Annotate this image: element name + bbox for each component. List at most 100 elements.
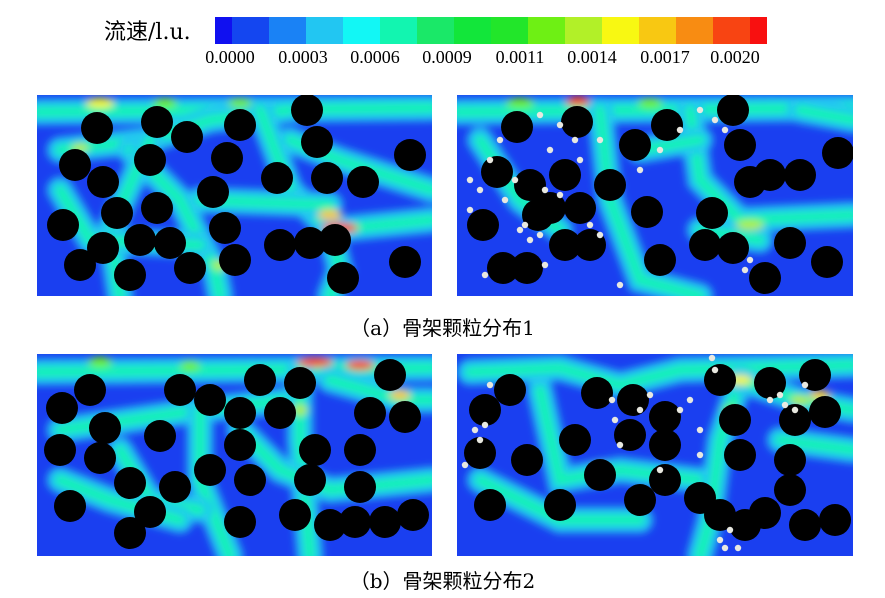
skeleton-particle — [559, 424, 591, 456]
colorbar-band — [215, 17, 232, 44]
skeleton-particle — [224, 397, 256, 429]
flow-core — [595, 105, 705, 296]
skeleton-particle — [397, 499, 429, 531]
fine-particle — [646, 391, 654, 399]
colorbar-ticks: 0.0000 0.0003 0.0006 0.0009 0.0011 0.0014 0.00… — [190, 47, 790, 71]
skeleton-particle — [47, 209, 79, 241]
fine-particle — [616, 281, 624, 289]
flow-hotspot — [318, 210, 342, 220]
skeleton-particle — [522, 199, 554, 231]
fine-particle — [781, 401, 789, 409]
flow-hotspot — [228, 98, 252, 108]
flow-core — [775, 435, 853, 455]
skeleton-particle — [811, 246, 843, 278]
skeleton-particle — [724, 129, 756, 161]
fine-particle — [721, 544, 729, 552]
skeleton-particle — [561, 106, 593, 138]
colorbar-band — [305, 17, 343, 44]
skeleton-particle — [464, 437, 496, 469]
skeleton-particle — [369, 506, 401, 538]
skeleton-particle — [564, 192, 596, 224]
skeleton-particle — [134, 144, 166, 176]
skeleton-particle — [219, 244, 251, 276]
skeleton-particle — [347, 166, 379, 198]
flow-hotspot — [86, 98, 114, 108]
fine-particle — [741, 266, 749, 274]
skeleton-particle — [467, 209, 499, 241]
flow-hotspot — [297, 357, 333, 367]
skeleton-particle — [261, 162, 293, 194]
flow-field-b-left — [37, 354, 432, 556]
fine-particle — [541, 261, 549, 269]
colorbar-band — [602, 17, 640, 44]
fine-particle — [716, 536, 724, 544]
skeleton-particle — [774, 444, 806, 476]
skeleton-particle — [754, 367, 786, 399]
colorbar-band — [342, 17, 380, 44]
fine-particle — [711, 366, 719, 374]
fine-particle — [726, 526, 734, 534]
skeleton-particle — [549, 229, 581, 261]
skeleton-particle — [511, 444, 543, 476]
colorbar-band — [639, 17, 677, 44]
skeleton-particle — [194, 454, 226, 486]
skeleton-particle — [314, 509, 346, 541]
fine-particle — [541, 186, 549, 194]
fine-particle — [676, 406, 684, 414]
skeleton-particle — [284, 367, 316, 399]
skeleton-particle — [719, 404, 751, 436]
fine-particle — [471, 426, 479, 434]
caption-b: （b）骨架颗粒分布2 — [349, 569, 536, 593]
skeleton-particle — [244, 364, 276, 396]
fine-particle — [536, 231, 544, 239]
skeleton-particle — [211, 142, 243, 174]
flow-hotspot — [506, 98, 534, 108]
skeleton-particle — [164, 374, 196, 406]
skeleton-particle — [374, 359, 406, 391]
skeleton-particle — [389, 401, 421, 433]
skeleton-particle — [114, 517, 146, 549]
skeleton-particle — [171, 121, 203, 153]
skeleton-particle — [224, 109, 256, 141]
flow-hotspot — [390, 390, 410, 400]
flow-field-b-right — [457, 354, 853, 556]
fine-particle — [486, 381, 494, 389]
skeleton-particle — [141, 192, 173, 224]
skeleton-particle — [339, 506, 371, 538]
fine-particle — [556, 121, 564, 129]
flow-hotspot — [180, 361, 200, 371]
flow-field-a-left — [37, 95, 432, 296]
fine-particle — [686, 396, 694, 404]
skeleton-particle — [514, 169, 546, 201]
colorbar-band — [416, 17, 454, 44]
skeleton-particle — [224, 506, 256, 538]
fine-particle — [511, 176, 519, 184]
fine-particle — [596, 136, 604, 144]
flow-hotspot — [790, 395, 810, 405]
skeleton-particle — [87, 232, 119, 264]
flow-core — [795, 105, 853, 125]
skeleton-particle — [74, 374, 106, 406]
fine-particle — [516, 226, 524, 234]
skeleton-particle — [494, 374, 526, 406]
fine-particle — [636, 406, 644, 414]
skeleton-particle — [749, 497, 781, 529]
colorbar-tick: 0.0014 — [567, 47, 617, 67]
flow-hotspot — [153, 98, 177, 108]
skeleton-particle — [624, 484, 656, 516]
skeleton-particle — [114, 259, 146, 291]
colorbar-label: 流速/l.u. — [104, 20, 191, 45]
skeleton-particle — [544, 489, 576, 521]
fine-particle — [656, 146, 664, 154]
fine-particle — [801, 381, 809, 389]
fine-particle — [696, 451, 704, 459]
skeleton-particle — [134, 496, 166, 528]
skeleton-particle — [704, 364, 736, 396]
skeleton-particle — [789, 509, 821, 541]
skeleton-particle — [159, 471, 191, 503]
fine-particle — [708, 354, 716, 362]
colorbar-band — [268, 17, 306, 44]
fine-particle — [546, 146, 554, 154]
colorbar-band — [676, 17, 714, 44]
skeleton-particle — [64, 249, 96, 281]
